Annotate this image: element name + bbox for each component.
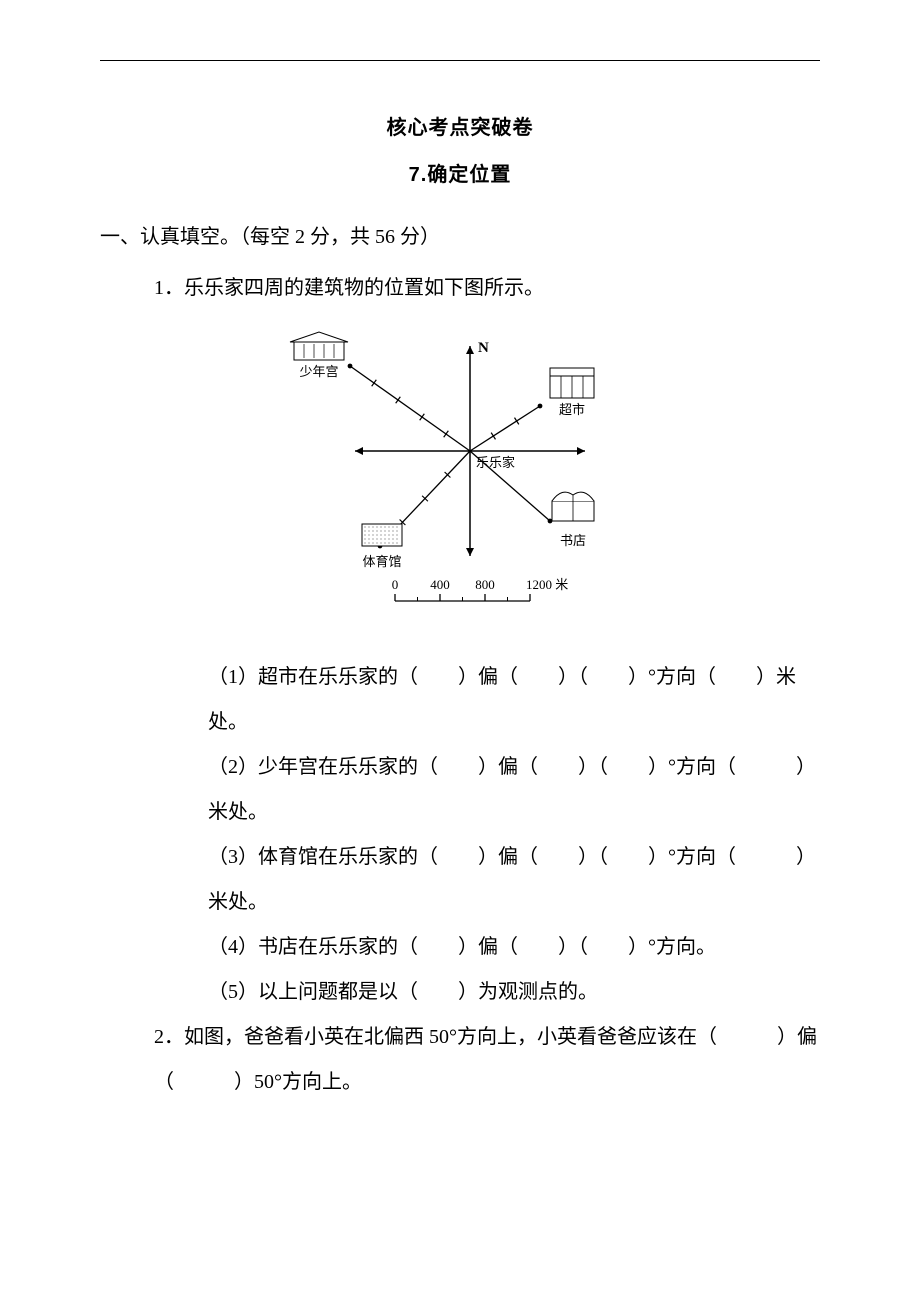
svg-text:体育馆: 体育馆 xyxy=(362,554,401,569)
title-main: 核心考点突破卷 xyxy=(100,111,820,140)
q1-item-5: （5）以上问题都是以（ ）为观测点的。 xyxy=(100,970,820,1015)
svg-text:1200 米: 1200 米 xyxy=(526,577,568,592)
svg-text:少年宫: 少年宫 xyxy=(299,364,338,379)
section-1-heading: 一、认真填空。（每空 2 分，共 56 分） xyxy=(100,215,820,260)
svg-text:乐乐家: 乐乐家 xyxy=(476,455,515,470)
page: 核心考点突破卷 7.确定位置 一、认真填空。（每空 2 分，共 56 分） 1．… xyxy=(0,0,920,1302)
svg-text:800: 800 xyxy=(475,577,495,592)
q1-diagram-wrap: N 乐乐家 超市 少年宫体育馆 书店 0 400 800 1200 米 xyxy=(100,321,820,641)
q1-item-2: （2）少年宫在乐乐家的（ ）偏（ ）（ ）°方向（ ）米处。 xyxy=(100,745,820,835)
q1-diagram: N 乐乐家 超市 少年宫体育馆 书店 0 400 800 1200 米 xyxy=(280,321,640,641)
svg-text:N: N xyxy=(478,340,489,356)
q2-stem: 2．如图，爸爸看小英在北偏西 50°方向上，小英看爸爸应该在（ ）偏（ ）50°… xyxy=(100,1015,820,1105)
q1-item-1: （1）超市在乐乐家的（ ）偏（ ）（ ）°方向（ ）米处。 xyxy=(100,655,820,745)
q1-stem: 1．乐乐家四周的建筑物的位置如下图所示。 xyxy=(100,266,820,311)
q1-item-3: （3）体育馆在乐乐家的（ ）偏（ ）（ ）°方向（ ）米处。 xyxy=(100,835,820,925)
svg-text:0: 0 xyxy=(392,577,399,592)
body: 一、认真填空。（每空 2 分，共 56 分） 1．乐乐家四周的建筑物的位置如下图… xyxy=(100,215,820,1105)
svg-text:书店: 书店 xyxy=(560,533,586,548)
q1-item-4: （4）书店在乐乐家的（ ）偏（ ）（ ）°方向。 xyxy=(100,925,820,970)
title-sub: 7.确定位置 xyxy=(100,158,820,187)
svg-text:400: 400 xyxy=(430,577,450,592)
svg-text:超市: 超市 xyxy=(559,402,585,417)
top-rule xyxy=(100,60,820,61)
